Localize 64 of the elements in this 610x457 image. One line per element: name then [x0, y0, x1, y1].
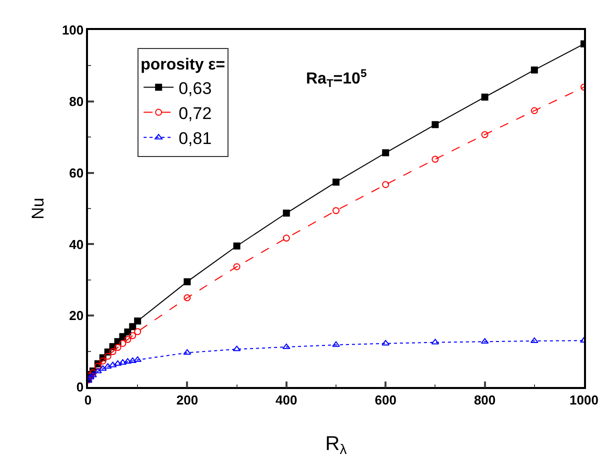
y-axis-title: Nu — [28, 198, 48, 220]
point — [232, 346, 241, 352]
point — [124, 336, 132, 344]
point — [382, 181, 390, 188]
point — [114, 344, 122, 351]
point — [99, 357, 106, 364]
point — [94, 362, 102, 370]
point — [98, 365, 107, 371]
point — [332, 178, 340, 186]
y-tick-label: 100 — [62, 22, 84, 38]
point — [432, 156, 439, 163]
point — [184, 278, 191, 286]
point — [183, 349, 192, 355]
point — [134, 356, 142, 362]
point — [332, 207, 340, 214]
point — [382, 340, 390, 346]
point — [118, 359, 127, 365]
point — [124, 328, 132, 336]
point — [481, 131, 488, 138]
point — [104, 352, 112, 360]
x-axis-title: R$_{λ}$ — [325, 432, 347, 457]
x-tick-label: 800 — [474, 392, 496, 408]
point — [129, 332, 136, 340]
point — [94, 368, 102, 374]
point — [134, 328, 142, 336]
point — [480, 338, 489, 344]
point — [134, 317, 142, 324]
annotation: Ra$_{T}$=10$^{5}$ — [306, 68, 367, 90]
point — [382, 149, 390, 156]
point — [282, 344, 290, 350]
y-tick-label: 80 — [69, 94, 84, 109]
legend-title: porosity ε= — [140, 56, 226, 74]
legend-label: 0,63 — [178, 78, 212, 98]
x-tick-label: 400 — [276, 392, 298, 408]
point — [432, 121, 439, 128]
point — [109, 348, 116, 356]
point — [530, 66, 538, 74]
point — [124, 358, 132, 364]
point — [282, 234, 290, 242]
point — [233, 242, 240, 250]
y-tick-label: 60 — [69, 165, 84, 180]
point — [332, 341, 340, 347]
point — [530, 337, 538, 343]
point — [233, 263, 240, 270]
x-tick-label: 600 — [374, 392, 396, 408]
y-tick-label: 20 — [69, 308, 84, 324]
point — [129, 323, 136, 330]
legend-label: 0,72 — [178, 104, 212, 123]
point — [128, 357, 137, 363]
point — [108, 362, 117, 368]
point — [119, 340, 126, 347]
point — [104, 363, 112, 369]
point — [431, 338, 440, 344]
point — [89, 372, 97, 378]
y-tick-label: 40 — [69, 236, 84, 252]
point — [481, 94, 488, 101]
x-tick-label: 200 — [176, 392, 198, 408]
point — [530, 107, 538, 114]
point — [184, 294, 191, 302]
legend-label: 0,81 — [178, 129, 212, 148]
y-tick-label: 0 — [76, 380, 84, 395]
point — [114, 360, 122, 366]
point — [282, 210, 290, 217]
x-tick-label: 1000 — [570, 392, 598, 408]
